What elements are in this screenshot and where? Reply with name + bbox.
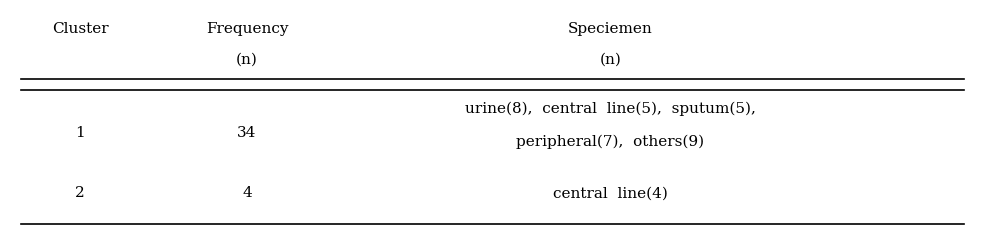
Text: Cluster: Cluster: [51, 23, 108, 36]
Text: Frequency: Frequency: [206, 23, 289, 36]
Text: central  line(4): central line(4): [553, 187, 668, 201]
Text: Speciemen: Speciemen: [568, 23, 653, 36]
Text: 1: 1: [75, 126, 85, 140]
Text: 34: 34: [237, 126, 257, 140]
Text: (n): (n): [236, 53, 258, 67]
Text: 4: 4: [242, 187, 252, 201]
Text: (n): (n): [600, 53, 622, 67]
Text: peripheral(7),  others(9): peripheral(7), others(9): [516, 135, 704, 149]
Text: 2: 2: [75, 187, 85, 201]
Text: urine(8),  central  line(5),  sputum(5),: urine(8), central line(5), sputum(5),: [465, 102, 755, 116]
